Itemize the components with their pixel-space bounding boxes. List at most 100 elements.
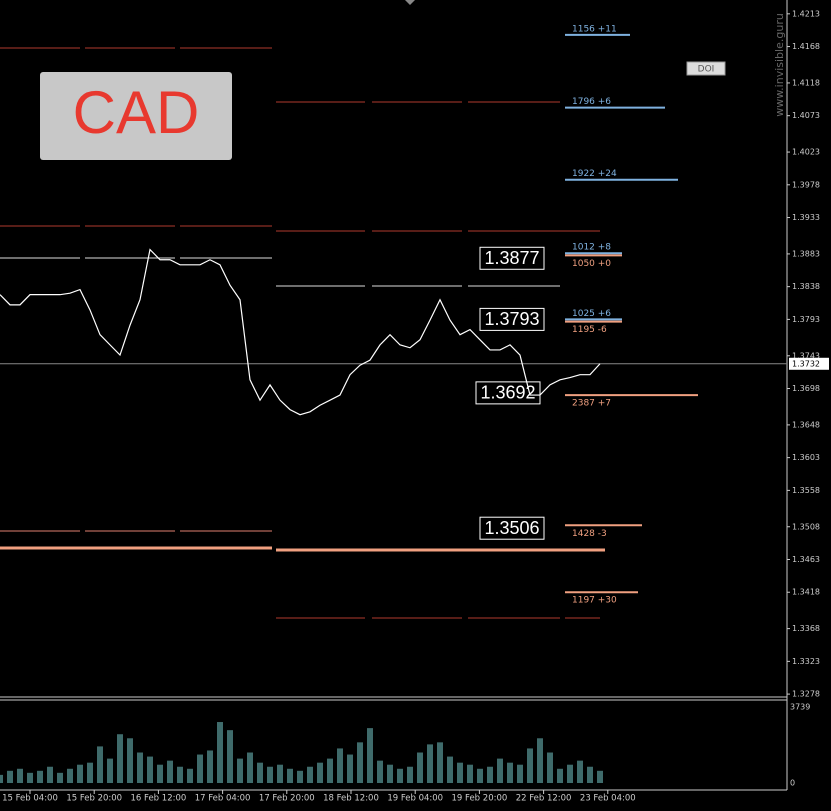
x-tick-label: 16 Feb 12:00 <box>131 794 187 804</box>
x-tick-label: 22 Feb 12:00 <box>516 794 572 804</box>
volume-bar <box>27 772 33 783</box>
volume-bar <box>0 774 3 783</box>
volume-bar <box>347 754 353 783</box>
red-levels <box>0 47 600 619</box>
y-tick-label: 1.4073 <box>792 111 820 120</box>
price-box-label: 1.3506 <box>484 518 539 538</box>
volume-bar <box>527 748 533 783</box>
x-tick-label: 19 Feb 20:00 <box>452 794 508 804</box>
volume-bar <box>447 756 453 783</box>
level-label: 1156 +11 <box>572 24 617 34</box>
thick-level <box>0 546 605 552</box>
volume-bar <box>427 744 433 783</box>
volume-bar <box>487 766 493 783</box>
volume-bar <box>77 764 83 783</box>
volume-bar <box>147 756 153 783</box>
y-tick-label: 1.3323 <box>792 657 820 666</box>
x-tick-label: 15 Feb 04:00 <box>2 794 58 804</box>
volume-bar <box>557 768 563 783</box>
volume-bar <box>417 752 423 783</box>
volume-bar <box>497 758 503 783</box>
volume-bar <box>17 768 23 783</box>
volume-bar <box>407 766 413 783</box>
current-price-label: 1.3732 <box>792 359 820 368</box>
white-levels <box>0 257 560 287</box>
y-tick-label: 1.4023 <box>792 148 820 157</box>
y-tick-label: 1.3648 <box>792 420 820 429</box>
y-tick-label: 1.3418 <box>792 588 820 597</box>
y-tick-label: 1.3743 <box>792 351 820 360</box>
volume-tick-label: 0 <box>790 779 795 788</box>
volume-tick-label: 3739 <box>790 703 810 712</box>
volume-bar <box>67 768 73 783</box>
x-tick-label: 17 Feb 04:00 <box>195 794 251 804</box>
doi-button-label[interactable]: DOI <box>698 65 715 75</box>
volume-bar <box>177 766 183 783</box>
volume-bar <box>457 762 463 783</box>
shift-marker <box>405 0 415 5</box>
volume-bar <box>517 764 523 783</box>
level-label: 1025 +6 <box>572 309 611 319</box>
volume-bar <box>7 770 13 783</box>
pivot-lines <box>0 47 605 619</box>
volume-bar <box>207 750 213 783</box>
volume-bar <box>227 730 233 783</box>
x-tick-label: 19 Feb 04:00 <box>387 794 443 804</box>
volume-bar <box>357 742 363 783</box>
x-tick-label: 15 Feb 20:00 <box>66 794 122 804</box>
watermark: www.invisible.guru <box>773 13 786 117</box>
x-tick-label: 17 Feb 20:00 <box>259 794 315 804</box>
level-label: 2387 +7 <box>572 399 611 409</box>
price-box <box>475 381 541 405</box>
level-label: 1922 +24 <box>572 169 617 179</box>
volume-bar <box>87 762 93 783</box>
volume-bar <box>537 738 543 783</box>
level-label: 1195 -6 <box>572 325 607 335</box>
volume-bar <box>577 760 583 783</box>
volume-bar <box>387 764 393 783</box>
level-label: 1796 +6 <box>572 97 611 107</box>
volume-bar <box>97 746 103 783</box>
y-tick-label: 1.3793 <box>792 315 820 324</box>
level-label: 1197 +30 <box>572 596 617 606</box>
volume-bar <box>217 722 223 783</box>
price-box <box>479 307 545 331</box>
volume-bar <box>107 758 113 783</box>
y-tick-label: 1.3558 <box>792 486 820 495</box>
volume-bar <box>317 762 323 783</box>
volume-bar <box>367 728 373 783</box>
current-price-box <box>789 357 829 370</box>
volume-bar <box>567 764 573 783</box>
volume-bar <box>167 760 173 783</box>
volume-bar <box>187 768 193 783</box>
volume-bar <box>277 764 283 783</box>
volume-bar <box>477 768 483 783</box>
y-tick-label: 1.3603 <box>792 453 820 462</box>
volume-bar <box>47 766 53 783</box>
volume-bar <box>267 766 273 783</box>
volume-bar <box>137 752 143 783</box>
volume-bar <box>247 752 253 783</box>
volume-bar <box>127 738 133 783</box>
y-tick-label: 1.4213 <box>792 9 820 18</box>
price-line <box>0 248 601 416</box>
doi-button[interactable] <box>686 61 726 76</box>
y-tick-label: 1.3508 <box>792 522 820 531</box>
title-box <box>40 72 232 160</box>
volume-bar <box>507 762 513 783</box>
volume-bar <box>587 766 593 783</box>
y-tick-label: 1.3883 <box>792 249 820 258</box>
volume-bar <box>437 742 443 783</box>
level-label: 1428 -3 <box>572 529 607 539</box>
y-tick-label: 1.3838 <box>792 282 820 291</box>
volume-bar <box>337 748 343 783</box>
y-tick-label: 1.4118 <box>792 78 820 87</box>
price-box-label: 1.3877 <box>484 248 539 268</box>
volume-bar <box>197 754 203 783</box>
volume-bar <box>37 770 43 783</box>
volume-bar <box>327 758 333 783</box>
price-box-label: 1.3793 <box>484 309 539 329</box>
y-tick-label: 1.3368 <box>792 624 820 633</box>
volume-bar <box>547 752 553 783</box>
